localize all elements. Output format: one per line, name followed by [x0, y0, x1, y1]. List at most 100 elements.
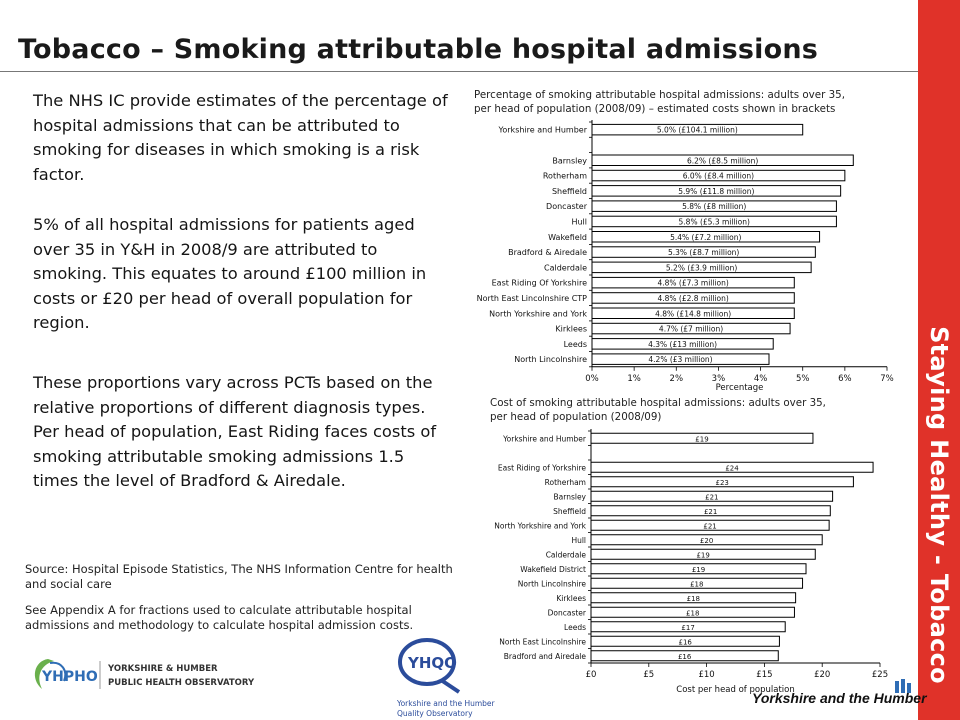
x-tick-label: £0	[586, 670, 597, 680]
bar	[590, 461, 874, 473]
category-label: Wakefield	[548, 233, 587, 242]
bar	[590, 476, 854, 488]
data-label: 5.9% (£11.8 million)	[678, 187, 754, 196]
category-label: Sheffield	[552, 187, 587, 196]
bar	[591, 276, 795, 289]
data-label: 5.2% (£3.9 million)	[666, 263, 737, 272]
brand-mark-icon	[895, 679, 911, 693]
data-label: £18	[690, 580, 703, 588]
yhpho-short: YHPHO	[41, 669, 98, 685]
bar	[590, 432, 814, 444]
percentage-bar-chart: Yorkshire and Humber 5.0% (£104.1 million…	[477, 120, 894, 393]
yhpho-swoosh	[34, 659, 54, 689]
category-label: Hull	[571, 536, 586, 545]
bar	[590, 606, 795, 618]
data-label: 4.7% (£7 million)	[659, 325, 723, 334]
data-label: £19	[695, 435, 708, 443]
bar	[591, 353, 770, 365]
side-band	[918, 0, 960, 720]
category-label: Calderdale	[544, 263, 587, 272]
category-label: Barnsley	[552, 156, 587, 165]
data-label: 6.2% (£8.5 million)	[687, 156, 758, 165]
side-label: Staying Healthy - Tobacco	[925, 326, 953, 684]
data-label: £21	[705, 493, 718, 501]
category-label: Doncaster	[548, 608, 587, 617]
bar	[591, 338, 774, 350]
intro-paragraph: The NHS IC provide estimates of the perc…	[33, 91, 448, 184]
x-tick-label: £5	[643, 670, 654, 680]
x-tick-label: 7%	[880, 374, 894, 384]
category-label: Kirklees	[555, 325, 587, 334]
bar	[591, 169, 846, 182]
bar	[590, 563, 807, 575]
data-label: 5.0% (£104.1 million)	[657, 126, 738, 135]
bar	[591, 215, 837, 228]
data-label: 6.0% (£8.4 million)	[683, 172, 754, 181]
yhqo-line2: Quality Observatory	[397, 709, 473, 718]
bar	[590, 534, 823, 546]
yhqo-line1: Yorkshire and the Humber	[397, 699, 496, 708]
category-label: North Yorkshire and York	[494, 521, 586, 530]
data-label: £17	[681, 624, 694, 632]
category-label: North Lincolnshire	[514, 355, 587, 364]
data-label: 5.4% (£7.2 million)	[670, 233, 741, 242]
data-label: £20	[700, 537, 713, 545]
bar	[591, 185, 842, 197]
category-label: Barnsley	[554, 492, 587, 501]
category-label: East Riding Of Yorkshire	[492, 279, 587, 288]
bar	[591, 123, 804, 136]
yorkshire-humber-brand: Yorkshire and the Humber	[752, 690, 927, 706]
data-label: £18	[687, 595, 700, 603]
x-tick-label: 0%	[585, 374, 599, 384]
regional-paragraph: 5% of all hospital admissions for patien…	[33, 215, 427, 333]
yhpho-logo: YHPHO YORKSHIRE & HUMBER PUBLIC HEALTH O…	[34, 659, 255, 689]
data-label: 5.8% (£8 million)	[682, 202, 746, 211]
x-tick-label: £10	[698, 670, 714, 680]
category-label: Rotherham	[543, 172, 587, 181]
category-label: North East Lincolnshire	[499, 637, 586, 646]
x-tick-label: 2%	[670, 374, 684, 384]
data-label: 4.2% (£3 million)	[648, 355, 712, 364]
bar	[590, 577, 804, 589]
data-label: 4.8% (£7.3 million)	[657, 279, 728, 288]
data-label: £21	[704, 508, 717, 516]
category-label: North East Lincolnshire CTP	[477, 294, 588, 303]
x-tick-label: 6%	[838, 374, 852, 384]
bar	[591, 200, 837, 212]
yhpho-line1: YORKSHIRE & HUMBER	[107, 664, 218, 674]
data-label: £23	[716, 479, 729, 487]
data-label: £24	[725, 464, 739, 472]
page-title: Tobacco – Smoking attributable hospital …	[18, 34, 819, 65]
data-label: 5.3% (£8.7 million)	[668, 248, 739, 257]
data-label: £19	[692, 566, 705, 574]
x-tick-label: 5%	[796, 374, 810, 384]
data-label: 4.8% (£2.8 million)	[657, 294, 728, 303]
bar	[591, 307, 795, 319]
bar	[591, 246, 816, 258]
cost-bar-chart: Yorkshire and Humber £19 East Riding of Yo…	[494, 429, 888, 695]
data-label: £16	[679, 638, 693, 646]
category-label: Calderdale	[546, 550, 587, 559]
bar	[590, 635, 780, 647]
data-label: £19	[696, 551, 709, 559]
data-label: £16	[678, 653, 692, 661]
x-axis-label: Percentage	[716, 383, 764, 393]
category-label: Hull	[571, 217, 587, 226]
bar	[590, 519, 830, 531]
category-label: Rotherham	[545, 478, 586, 487]
title-divider	[0, 71, 918, 72]
bar	[590, 592, 797, 604]
bar	[591, 231, 821, 243]
x-tick-label: 3%	[712, 374, 726, 384]
chart-title-percentage: Percentage of smoking attributable hospi…	[474, 89, 845, 115]
bar	[591, 292, 795, 304]
bar	[590, 490, 834, 502]
category-label: Doncaster	[546, 202, 588, 211]
appendix-note: See Appendix A for fractions used to cal…	[25, 603, 414, 632]
x-tick-label: 1%	[627, 374, 641, 384]
data-label: £21	[703, 522, 716, 530]
bar	[591, 322, 791, 335]
category-label: Kirklees	[556, 594, 586, 603]
bar	[590, 505, 831, 517]
yhqo-logo: YHQO Yorkshire and the Humber Quality Ob…	[397, 638, 496, 718]
